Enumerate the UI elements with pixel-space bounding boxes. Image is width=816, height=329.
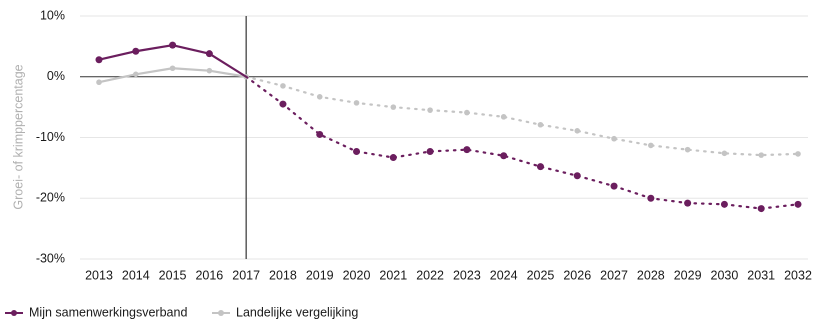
data-point [794, 200, 802, 208]
y-axis-title: Groei- of krimppercentage [11, 64, 25, 209]
data-point [132, 47, 140, 55]
x-tick-label: 2013 [85, 268, 113, 282]
series-line-dotted [245, 75, 800, 157]
data-point [389, 154, 397, 162]
y-tick-label: -20% [36, 191, 65, 205]
x-tick-label: 2029 [674, 268, 702, 282]
legend-swatch-dot [11, 310, 17, 316]
data-point [610, 182, 618, 190]
data-point [280, 83, 286, 89]
data-point [757, 205, 765, 213]
legend: Mijn samenwerkingsverband Landelijke verg… [5, 305, 358, 319]
data-point [353, 100, 360, 106]
data-point [95, 56, 103, 64]
data-point [648, 142, 654, 149]
data-point [279, 100, 287, 108]
x-tick-label: 2030 [711, 268, 739, 282]
x-tick-label: 2017 [232, 268, 260, 282]
x-tick-label: 2023 [453, 268, 481, 282]
series-line-dotted [245, 75, 800, 210]
y-tick-label: 10% [40, 8, 65, 22]
x-tick-label: 2032 [784, 268, 812, 282]
data-point [316, 130, 324, 138]
data-point [206, 67, 213, 74]
data-point [390, 104, 397, 110]
data-point [684, 146, 691, 153]
data-point [647, 194, 655, 202]
data-point [169, 41, 177, 49]
data-point [169, 65, 176, 72]
x-tick-label: 2019 [306, 268, 334, 282]
data-point [574, 128, 581, 134]
legend-item: Mijn samenwerkingsverband [5, 305, 187, 319]
data-point [426, 147, 434, 155]
y-tick-label: -30% [36, 251, 65, 265]
x-tick-label: 2015 [159, 268, 187, 282]
data-point [427, 107, 433, 113]
x-tick-label: 2022 [416, 268, 444, 282]
data-point [316, 93, 323, 100]
legend-item: Landelijke vergelijking [212, 305, 358, 319]
series-1 [96, 65, 801, 158]
data-point [536, 163, 544, 171]
y-tick-label: -10% [36, 130, 65, 144]
x-tick-label: 2025 [527, 268, 555, 282]
x-tick-label: 2016 [195, 268, 223, 282]
data-point [721, 150, 728, 157]
x-tick-label: 2031 [747, 268, 775, 282]
data-point [795, 151, 801, 157]
data-point [758, 152, 765, 158]
axes [80, 16, 808, 259]
data-point [537, 121, 544, 128]
data-point [611, 135, 617, 142]
legend-label: Mijn samenwerkingsverband [29, 305, 187, 319]
legend-swatch-dot [218, 310, 224, 316]
data-point [573, 172, 581, 180]
data-point [205, 50, 213, 58]
data-point [720, 200, 728, 208]
x-tick-label: 2018 [269, 268, 297, 282]
data-point [684, 199, 692, 207]
gridlines [80, 15, 808, 260]
x-tick-label: 2026 [563, 268, 591, 282]
x-tick-label: 2014 [122, 268, 150, 282]
x-tick-label: 2021 [379, 268, 407, 282]
data-point [96, 79, 102, 86]
data-point [464, 109, 470, 116]
data-point [500, 114, 507, 120]
tick-labels: 10% 0% -10% -20% -30% 2013 2014 2015 2016 2017 201… [36, 8, 812, 282]
data-point [353, 147, 361, 155]
y-tick-label: 0% [47, 69, 65, 83]
series [95, 41, 802, 213]
x-tick-label: 2027 [600, 268, 628, 282]
data-point [463, 146, 471, 154]
x-tick-label: 2028 [637, 268, 665, 282]
x-tick-label: 2020 [343, 268, 371, 282]
data-point [132, 71, 139, 78]
series-0 [95, 41, 802, 213]
data-point [500, 152, 508, 160]
x-tick-label: 2024 [490, 268, 518, 282]
legend-label: Landelijke vergelijking [236, 305, 358, 319]
